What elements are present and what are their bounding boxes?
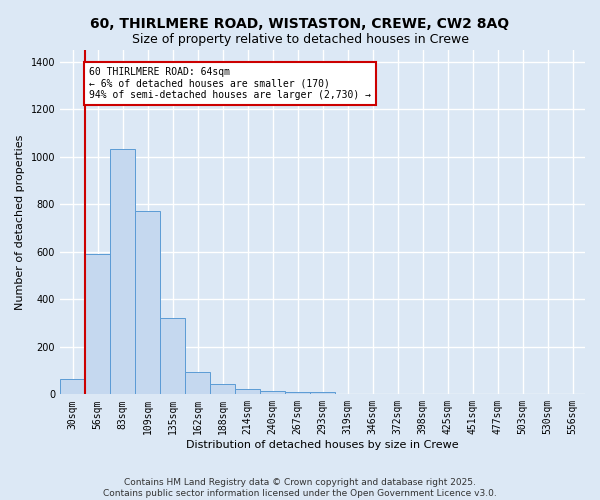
Bar (60, 379, 85, 394)
Text: 60, THIRLMERE ROAD, WISTASTON, CREWE, CW2 8AQ: 60, THIRLMERE ROAD, WISTASTON, CREWE, CW… (91, 18, 509, 32)
Bar (185, 372, 210, 394)
Bar (135, 212, 160, 394)
Text: 60 THIRLMERE ROAD: 64sqm
← 6% of detached houses are smaller (170)
94% of semi-d: 60 THIRLMERE ROAD: 64sqm ← 6% of detache… (89, 66, 371, 100)
Text: Contains HM Land Registry data © Crown copyright and database right 2025.
Contai: Contains HM Land Registry data © Crown c… (103, 478, 497, 498)
Text: Size of property relative to detached houses in Crewe: Size of property relative to detached ho… (131, 32, 469, 46)
Bar (235, 389, 260, 394)
Bar (85, 254, 110, 394)
Bar (110, 148, 135, 394)
X-axis label: Distribution of detached houses by size in Crewe: Distribution of detached houses by size … (186, 440, 459, 450)
Bar (210, 384, 235, 394)
Bar (310, 392, 335, 394)
Bar (285, 392, 310, 394)
Y-axis label: Number of detached properties: Number of detached properties (15, 134, 25, 310)
Bar (260, 391, 285, 394)
Bar (160, 318, 185, 394)
